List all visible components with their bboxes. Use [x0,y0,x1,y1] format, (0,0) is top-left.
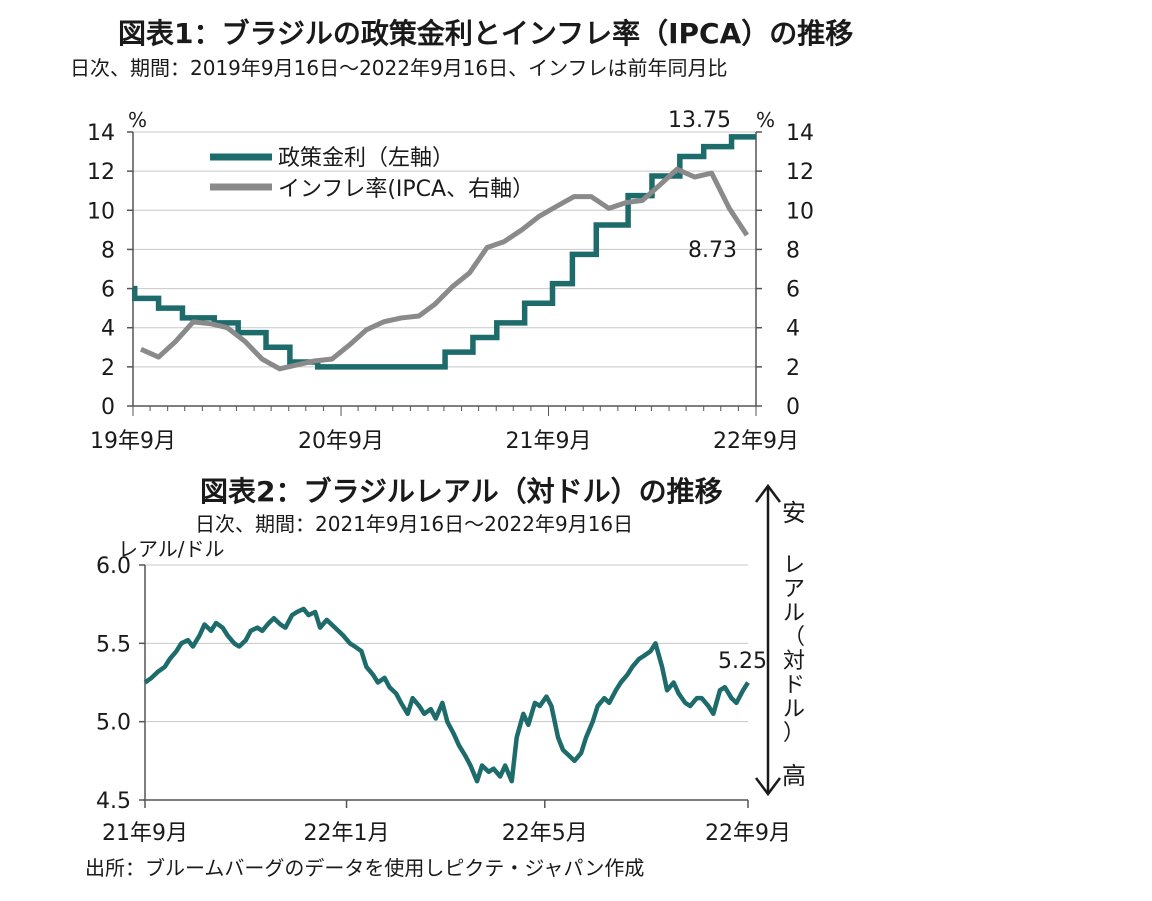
ipca-end-label: 8.73 [688,238,737,263]
x-tick-label: 20年9月 [298,429,384,454]
y-tick-left: 14 [87,121,115,146]
chart1-title: 図表1：ブラジルの政策金利とインフレ率（IPCA）の推移 [118,17,854,50]
legend-policy-label: 政策金利（左軸） [278,146,454,171]
x-tick-label: 19年9月 [90,429,176,454]
y-tick-left: 12 [87,160,115,185]
side-label-char: レ [783,553,805,578]
y-tick-left: 10 [87,199,115,224]
chart1-subtitle: 日次、期間：2019年9月16日～2022年9月16日、インフレは前年同月比 [70,56,728,80]
policy-end-label: 13.75 [668,108,731,133]
appreciation-arrow [755,483,781,797]
side-label-bottom: 高 [782,762,806,790]
side-label-char: ド [783,673,805,698]
x-tick-label: 22年5月 [502,821,588,846]
chart2-title: 図表2：ブラジルレアル（対ドル）の推移 [200,475,723,508]
x-tick-label: 22年9月 [705,821,791,846]
y-tick-left: 6 [101,278,115,303]
chart1-left-unit: % [128,108,147,132]
y-tick-left: 4 [101,317,115,342]
side-label-char: ル [783,601,805,626]
y-tick-right: 0 [786,395,800,420]
side-label-char: （ [783,625,805,650]
y-tick-left: 2 [101,356,115,381]
y-tick-label: 4.5 [96,789,131,814]
y-tick-label: 5.5 [96,632,131,657]
policy-rate-line [131,134,756,370]
brl-usd-line [143,606,750,784]
y-tick-left: 0 [101,395,115,420]
y-tick-right: 14 [786,121,814,146]
x-tick-label: 21年9月 [506,429,592,454]
side-label-char: 対 [783,649,805,674]
chart1-svg: % % 0 0 2 2 4 4 6 6 8 8 10 10 12 12 14 14 19年9月 20年9月 21年9… [87,108,814,454]
y-tick-left: 8 [101,238,115,263]
brl-end-label: 5.25 [718,649,767,674]
y-tick-right: 12 [786,160,814,185]
y-tick-right: 4 [786,317,800,342]
y-tick-label: 5.0 [96,711,131,736]
chart1-legend: 政策金利（左軸） インフレ率(IPCA、右軸） [210,146,534,202]
x-tick-label: 22年9月 [713,429,799,454]
x-tick-label: 22年1月 [304,821,390,846]
chart2-subtitle: 日次、期間：2021年9月16日～2022年9月16日 [195,512,634,536]
x-tick-label: 21年9月 [102,821,188,846]
side-label-middle: レアル（対ドル） [783,553,805,746]
legend-ipca-label: インフレ率(IPCA、右軸） [278,177,534,202]
y-tick-right: 8 [786,238,800,263]
y-tick-right: 2 [786,356,800,381]
side-label-char: ア [783,577,805,602]
y-tick-right: 10 [786,199,814,224]
chart2-unit: レアル/ドル [118,537,225,561]
side-label-char: ル [783,697,805,722]
chart1-right-unit: % [756,108,775,132]
ipca-line [139,166,749,372]
side-label-char: ） [783,721,805,746]
side-label-top: 安 [782,499,806,527]
y-tick-right: 6 [786,278,800,303]
y-tick-label: 6.0 [96,554,131,579]
source-note: 出所：ブルームバーグのデータを使用しピクテ・ジャパン作成 [85,856,645,880]
